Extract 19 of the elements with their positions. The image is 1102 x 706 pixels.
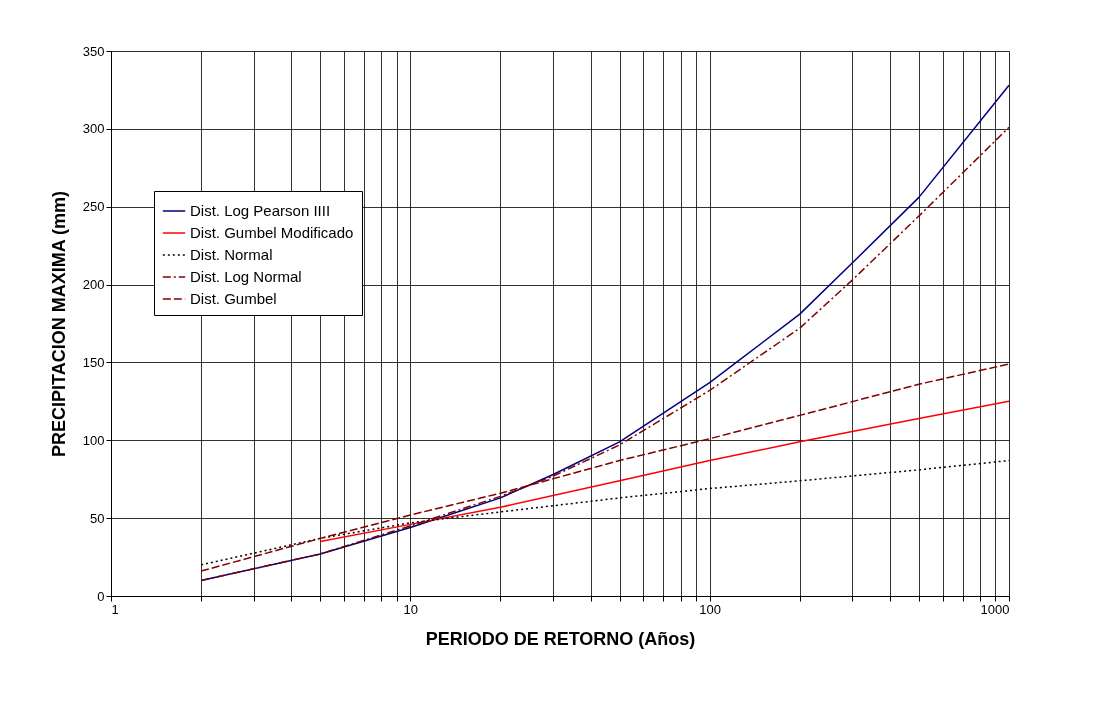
y-tick-label: 100 [82, 432, 105, 448]
y-tick-label: 350 [82, 43, 105, 59]
x-tick-label: 1 [111, 601, 119, 617]
x-axis-title: PERIODO DE RETORNO (Años) [425, 628, 696, 649]
x-tick-label: 10 [403, 601, 419, 617]
y-tick-label: 0 [97, 588, 105, 604]
y-tick-label: 150 [82, 354, 105, 370]
y-tick-label: 50 [90, 510, 105, 526]
x-tick-label: 1000 [980, 601, 1010, 617]
legend-label: Dist. Log Normal [190, 268, 302, 285]
x-tick-label: 100 [699, 601, 722, 617]
legend-label: Dist. Gumbel Modificado [190, 224, 354, 241]
y-tick-label: 200 [82, 277, 105, 293]
legend-label: Dist. Log Pearson IIII [190, 202, 331, 219]
legend-label: Dist. Normal [190, 246, 273, 263]
y-tick-label: 300 [82, 121, 105, 137]
y-axis-title: PRECIPITACION MAXIMA (mm) [48, 190, 69, 458]
legend-label: Dist. Gumbel [190, 290, 277, 307]
y-tick-label: 250 [82, 199, 105, 215]
